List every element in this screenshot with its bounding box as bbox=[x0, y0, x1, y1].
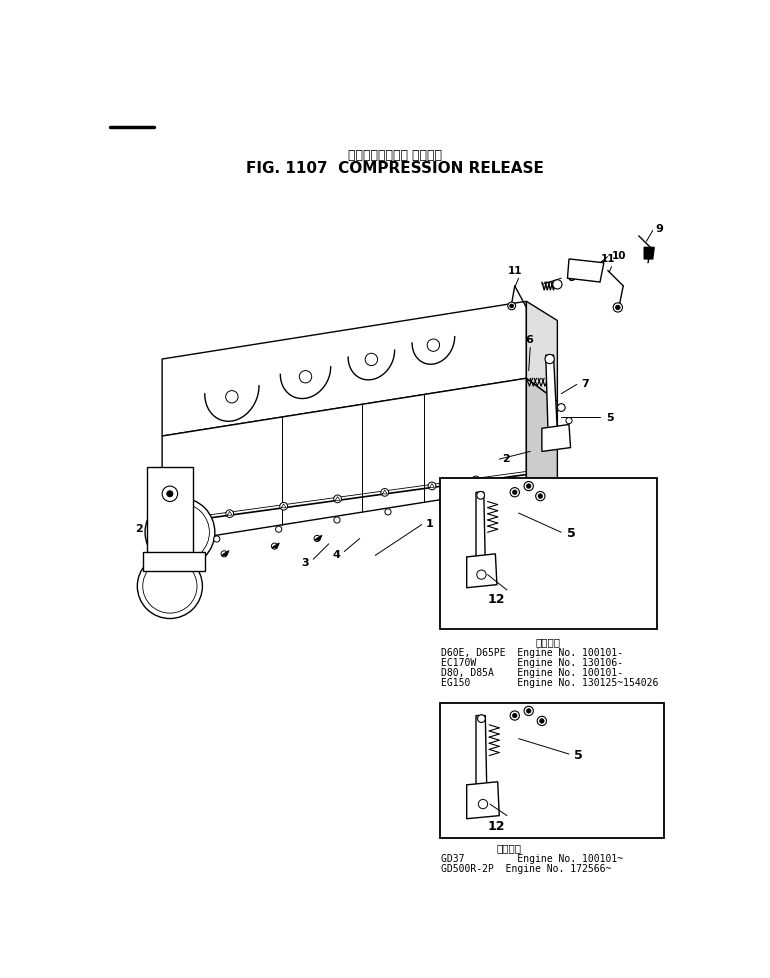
Circle shape bbox=[213, 536, 220, 543]
Polygon shape bbox=[280, 368, 330, 399]
Polygon shape bbox=[348, 351, 394, 380]
Circle shape bbox=[537, 717, 547, 726]
Circle shape bbox=[145, 498, 215, 567]
Circle shape bbox=[510, 305, 514, 308]
Circle shape bbox=[162, 487, 178, 502]
Polygon shape bbox=[142, 552, 205, 571]
Bar bbox=[440, 703, 665, 838]
Circle shape bbox=[314, 536, 320, 542]
Text: 11: 11 bbox=[507, 266, 522, 276]
Polygon shape bbox=[467, 555, 497, 588]
Polygon shape bbox=[162, 378, 527, 545]
Circle shape bbox=[507, 303, 516, 310]
Text: 3: 3 bbox=[302, 556, 310, 567]
Circle shape bbox=[137, 555, 203, 619]
Text: 11: 11 bbox=[601, 253, 615, 263]
Text: 9: 9 bbox=[656, 224, 664, 234]
Circle shape bbox=[142, 559, 197, 613]
Circle shape bbox=[271, 544, 278, 550]
Text: D80, D85A    Engine No. 100101-: D80, D85A Engine No. 100101- bbox=[441, 667, 623, 678]
Circle shape bbox=[557, 404, 565, 412]
Text: 5: 5 bbox=[574, 748, 583, 761]
Circle shape bbox=[478, 800, 487, 809]
Text: 6: 6 bbox=[525, 335, 533, 345]
Text: コンプレッション リリーズ: コンプレッション リリーズ bbox=[347, 150, 442, 162]
Text: 適用展号: 適用展号 bbox=[536, 637, 561, 646]
Text: FIG. 1107  COMPRESSION RELEASE: FIG. 1107 COMPRESSION RELEASE bbox=[246, 160, 544, 176]
Polygon shape bbox=[467, 782, 499, 819]
Circle shape bbox=[381, 489, 389, 497]
Circle shape bbox=[510, 488, 520, 498]
Polygon shape bbox=[272, 544, 280, 548]
Polygon shape bbox=[542, 425, 571, 452]
Text: EC170W       Engine No. 130106-: EC170W Engine No. 130106- bbox=[441, 657, 623, 667]
Circle shape bbox=[538, 494, 543, 499]
Polygon shape bbox=[476, 716, 487, 794]
Polygon shape bbox=[222, 552, 229, 556]
Circle shape bbox=[334, 517, 340, 523]
Polygon shape bbox=[476, 493, 485, 565]
Polygon shape bbox=[146, 467, 193, 563]
Text: GD37         Engine No. 100101~: GD37 Engine No. 100101~ bbox=[441, 854, 623, 864]
Circle shape bbox=[150, 504, 209, 562]
Circle shape bbox=[545, 355, 554, 364]
Circle shape bbox=[365, 354, 377, 366]
Text: 12: 12 bbox=[487, 593, 504, 605]
Circle shape bbox=[226, 511, 233, 518]
Text: 12: 12 bbox=[487, 819, 504, 832]
Text: 8: 8 bbox=[567, 272, 575, 283]
Text: 5: 5 bbox=[567, 526, 575, 539]
Polygon shape bbox=[412, 337, 455, 365]
Circle shape bbox=[472, 476, 480, 484]
Text: 4: 4 bbox=[333, 550, 340, 559]
Circle shape bbox=[615, 306, 620, 310]
Circle shape bbox=[428, 482, 436, 490]
Text: GD500R-2P  Engine No. 172566~: GD500R-2P Engine No. 172566~ bbox=[441, 864, 611, 873]
Circle shape bbox=[524, 706, 534, 716]
Circle shape bbox=[300, 372, 312, 383]
Polygon shape bbox=[527, 302, 557, 402]
Circle shape bbox=[536, 492, 545, 501]
Polygon shape bbox=[527, 378, 557, 487]
Text: 適用展号: 適用展号 bbox=[497, 843, 522, 853]
Circle shape bbox=[566, 419, 572, 424]
Polygon shape bbox=[567, 260, 604, 283]
Text: 2: 2 bbox=[502, 453, 510, 464]
Polygon shape bbox=[162, 302, 527, 436]
Circle shape bbox=[167, 491, 173, 498]
Circle shape bbox=[477, 570, 486, 580]
Text: 1: 1 bbox=[426, 518, 434, 528]
Circle shape bbox=[221, 552, 227, 557]
Circle shape bbox=[524, 482, 534, 491]
Circle shape bbox=[613, 303, 622, 313]
Bar bbox=[440, 479, 657, 629]
Polygon shape bbox=[644, 248, 654, 260]
Circle shape bbox=[510, 711, 520, 721]
Circle shape bbox=[385, 510, 391, 515]
Circle shape bbox=[512, 714, 517, 718]
Text: 7: 7 bbox=[581, 378, 589, 388]
Circle shape bbox=[540, 719, 544, 724]
Text: EG150        Engine No. 130125~154026: EG150 Engine No. 130125~154026 bbox=[441, 678, 658, 688]
Polygon shape bbox=[546, 356, 557, 434]
Text: 2: 2 bbox=[135, 524, 142, 534]
Circle shape bbox=[226, 391, 238, 404]
Text: 10: 10 bbox=[611, 250, 626, 261]
Circle shape bbox=[477, 492, 484, 500]
Circle shape bbox=[527, 484, 531, 489]
Circle shape bbox=[553, 281, 562, 289]
Circle shape bbox=[276, 526, 282, 533]
Text: D60E, D65PE  Engine No. 100101-: D60E, D65PE Engine No. 100101- bbox=[441, 647, 623, 657]
Polygon shape bbox=[205, 386, 259, 422]
Circle shape bbox=[280, 503, 287, 511]
Circle shape bbox=[333, 496, 341, 504]
Circle shape bbox=[527, 709, 531, 714]
Circle shape bbox=[440, 501, 446, 507]
Polygon shape bbox=[315, 536, 322, 541]
Circle shape bbox=[477, 715, 485, 723]
Text: 5: 5 bbox=[606, 413, 614, 422]
Circle shape bbox=[512, 490, 517, 495]
Circle shape bbox=[427, 339, 440, 352]
